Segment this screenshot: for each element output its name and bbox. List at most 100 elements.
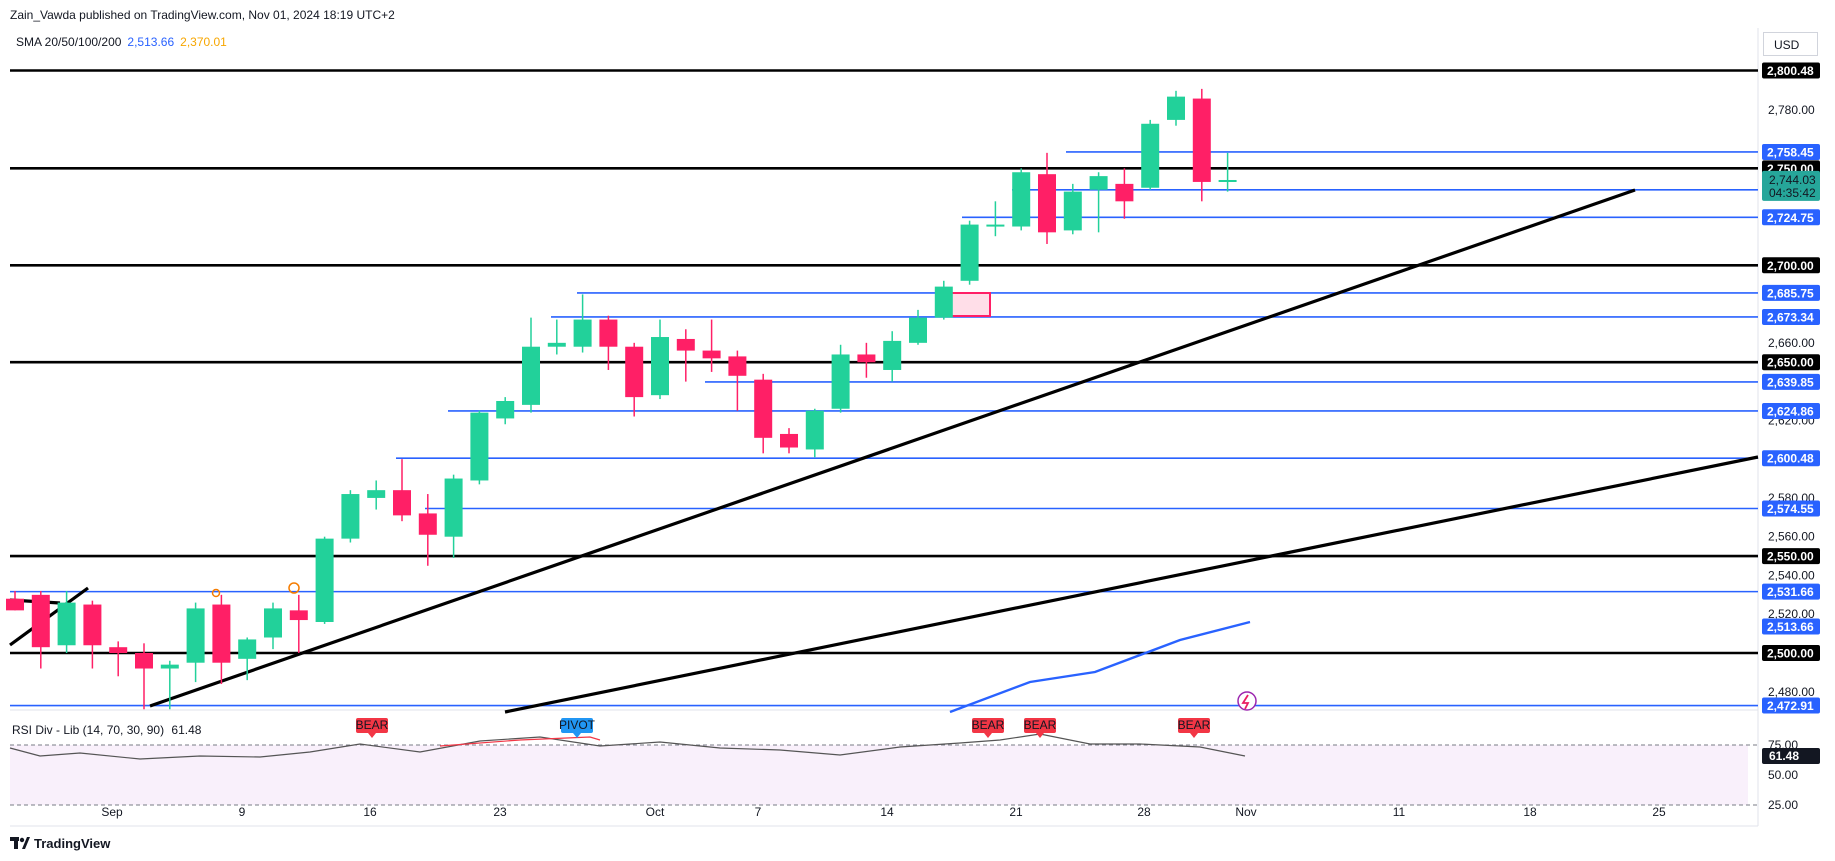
candle	[986, 201, 1005, 237]
rsi-annotation-pointer	[984, 733, 992, 738]
lower-trendline	[504, 455, 1759, 714]
candle-body	[702, 350, 721, 359]
tradingview-logo-icon	[10, 837, 30, 849]
candle-body	[1115, 183, 1134, 202]
candle	[418, 494, 437, 566]
candle-body	[83, 604, 102, 646]
candle	[470, 410, 489, 485]
candle-body	[57, 602, 76, 646]
y-tick-label: 2,660.00	[1768, 336, 1815, 350]
x-tick-label: 7	[755, 805, 762, 819]
candle-body	[651, 337, 669, 396]
blue-level-label: 2,758.45	[1767, 145, 1814, 159]
blue-level-label: 2,531.66	[1767, 585, 1814, 599]
rsi-annotation-label: BEAR	[1178, 718, 1211, 732]
blue-level-tag	[1762, 583, 1820, 600]
blue-level-tag	[1762, 697, 1820, 714]
candle-body	[289, 610, 308, 621]
blue-level-label: 2,685.75	[1767, 286, 1814, 300]
x-tick-label: 9	[239, 805, 246, 819]
tradingview-logo[interactable]: TradingView	[10, 836, 110, 851]
candle-body	[857, 354, 876, 363]
candle	[1038, 152, 1056, 244]
candle-body	[831, 354, 850, 409]
blue-level-tag	[1762, 209, 1820, 226]
x-tick-label: Nov	[1235, 805, 1256, 819]
blue-level-tag	[1762, 450, 1820, 467]
candle	[676, 329, 695, 382]
candle-body	[1012, 172, 1031, 227]
rsi-annotation-label: BEAR	[972, 718, 1005, 732]
candle-body	[1089, 176, 1108, 190]
x-tick-label: Sep	[101, 805, 123, 819]
black-level-tag	[1762, 645, 1820, 662]
tradingview-logo-text: TradingView	[34, 836, 111, 851]
rsi-annotation-label: PIVOT	[559, 718, 596, 732]
black-level-tag	[1762, 548, 1820, 565]
candle-body	[522, 346, 540, 405]
rsi-annotation-label: BEAR	[1024, 718, 1057, 732]
candle-body	[367, 490, 386, 498]
blue-level-tag	[1762, 284, 1820, 301]
candle-body	[805, 410, 824, 450]
blue-level-label: 2,513.66	[1767, 620, 1814, 634]
event-lightning-icon	[1237, 691, 1257, 711]
signal-marker	[288, 582, 300, 594]
rsi-value: 61.48	[171, 723, 202, 737]
candle	[1089, 172, 1108, 233]
candle	[1192, 88, 1211, 202]
candle-body	[934, 286, 953, 318]
candle-body	[1141, 123, 1160, 188]
x-tick-label: 16	[363, 805, 377, 819]
blue-level-tag	[1762, 500, 1820, 517]
black-level-tag	[1762, 354, 1820, 371]
rsi-value-tag	[1762, 748, 1820, 764]
black-level-label: 2,550.00	[1767, 550, 1814, 564]
y-tick-label: 2,560.00	[1768, 530, 1815, 544]
black-level-label: 2,650.00	[1767, 356, 1814, 370]
rsi-annotation-tag	[1024, 718, 1056, 733]
x-tick-label: 18	[1523, 805, 1537, 819]
rsi-line	[9, 733, 1246, 760]
candle-body	[728, 356, 747, 376]
publisher-line: Zain_Vawda published on TradingView.com,…	[10, 8, 395, 22]
candle-body	[547, 342, 566, 347]
signal-marker	[211, 588, 221, 598]
blue-level-tag	[1762, 143, 1820, 160]
rsi-legend[interactable]: RSI Div - Lib (14, 70, 30, 90) 61.48	[12, 723, 201, 737]
lightning-glyph	[1241, 694, 1250, 710]
rsi-overbought-segment	[439, 736, 601, 747]
candle	[6, 590, 24, 611]
rsi-axis-label: 50.00	[1768, 768, 1798, 782]
currency-selector[interactable]: USD	[1763, 32, 1818, 56]
candle	[1115, 168, 1134, 219]
candle	[264, 602, 282, 650]
black-level-tag	[1762, 257, 1820, 274]
candle	[960, 220, 979, 285]
candle	[651, 319, 669, 400]
candle	[160, 660, 179, 710]
y-tick-label: 2,780.00	[1768, 103, 1815, 117]
candle-body	[625, 346, 644, 398]
sma-value-1: 2,513.66	[127, 35, 175, 49]
sma-value-2: 2,370.01	[180, 35, 227, 49]
rising-trendline	[149, 188, 1636, 708]
candle	[805, 408, 824, 458]
candle	[934, 280, 953, 320]
candle	[289, 594, 308, 654]
candle-body	[599, 319, 618, 347]
candle	[599, 315, 618, 370]
candle-body	[1038, 174, 1056, 233]
candle	[57, 590, 76, 654]
candle	[573, 294, 592, 353]
rsi-annotation-tag	[561, 718, 593, 733]
rsi-annotation-tag	[356, 718, 388, 733]
x-tick-label: 21	[1009, 805, 1023, 819]
black-level-label: 2,700.00	[1767, 259, 1814, 273]
sma-label: SMA 20/50/100/200	[16, 35, 122, 49]
candle-body	[496, 400, 515, 419]
candle-body	[264, 608, 282, 638]
blue-level-label: 2,472.91	[1767, 699, 1814, 713]
sma-legend[interactable]: SMA 20/50/100/200 2,513.66 2,370.01	[16, 35, 227, 49]
